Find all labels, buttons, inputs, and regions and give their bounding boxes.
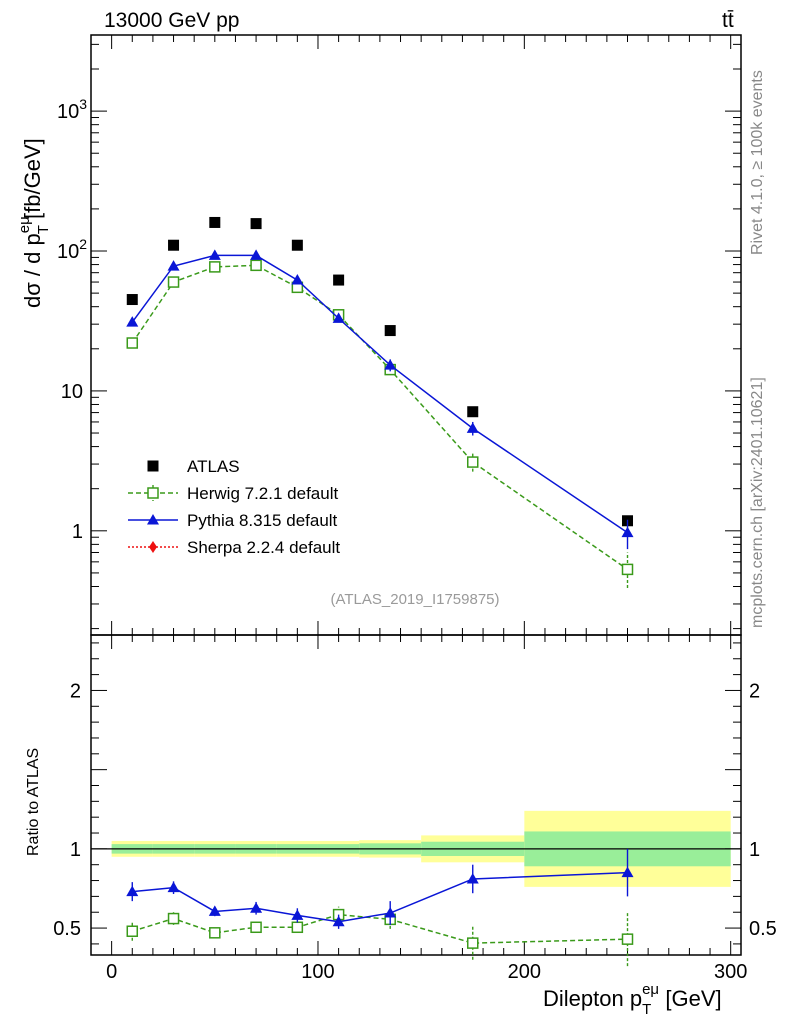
data-point-atlas [209,216,221,228]
ratio-point-herwig [291,921,304,934]
data-point-atlas [250,218,262,230]
header-left-text: 13000 GeV pp [104,9,239,32]
series-line-herwig [131,264,628,571]
ratio-y-tick-label: 1 [70,839,81,861]
ratio-y-tick-label: 2 [70,680,81,702]
ratio-point-herwig [126,925,139,937]
ratio-panel: 0 100 200 3000.5 0.51 12 2 [53,634,777,983]
mcplots-reference-text: mcplots.cern.ch [arXiv:2401.10621] [749,377,766,628]
y-tick-label-base: 10 [57,101,79,123]
data-point-herwig [167,276,180,288]
ratio-frame [90,634,742,956]
data-point-pythia [208,249,221,260]
main-y-axis-label: dσ / d peμ T [fb/GeV] [16,138,52,308]
data-point-pythia [466,422,479,433]
data-point-pythia [621,526,634,538]
ratio-point-pythia [332,915,345,927]
ratio-point-herwig [621,933,634,945]
data-point-herwig [250,259,262,272]
legend-marker [147,460,159,472]
ratio-point-herwig [167,912,180,925]
ratio-y-tick-label: 0.5 [53,918,81,940]
y-tick-label: 10 [61,381,83,403]
ratio-point-pythia [466,872,479,884]
data-point-atlas [467,406,479,418]
data-point-herwig [466,456,479,468]
ratio-point-pythia [208,905,221,916]
y-tick-label-exp: 3 [79,96,87,112]
data-point-atlas [384,325,396,337]
ratio-point-herwig [466,937,479,949]
ratio-point-pythia [621,866,634,878]
y-tick-label: 102 [57,236,87,263]
data-point-atlas [291,239,303,251]
legend-label: Sherpa 2.2.4 default [187,538,340,557]
ratio-point-herwig [250,921,262,934]
legend-marker [149,541,157,553]
header-right-text: tt̄ [722,9,734,32]
ratio-point-pythia [126,885,139,897]
ratio-point-pythia [291,909,304,920]
data-point-pythia [250,249,263,260]
x-tick-label: 300 [714,961,747,983]
ratio-point-herwig [209,927,221,939]
x-tick-label: 100 [301,961,334,983]
data-point-atlas [168,239,180,251]
ratio-point-pythia [250,902,263,913]
y-tick-label-exp: 2 [79,236,87,252]
ratio-y-tick-label-right: 1 [749,839,760,861]
y-tick-label: 103 [57,96,87,123]
data-point-atlas [333,274,345,286]
x-tick-label: 0 [106,961,117,983]
analysis-id-text: (ATLAS_2019_I1759875) [330,591,499,608]
ratio-point-pythia [384,907,397,918]
data-point-pythia [332,312,345,323]
legend-label: Pythia 8.315 default [187,511,338,530]
data-point-pythia [126,316,139,327]
legend: ATLAS Herwig 7.2.1 default Pythia 8.315 de… [128,457,340,557]
ratio-y-axis-label: Ratio to ATLAS [25,748,42,856]
legend-label: Herwig 7.2.1 default [187,484,338,503]
ratio-y-tick-label-right: 0.5 [749,918,777,940]
data-point-herwig [209,261,221,273]
x-axis-label: Dilepton peμ T [GeV] [543,981,722,1018]
data-point-pythia [384,359,397,370]
y-tick-label: 1 [72,521,83,543]
ratio-point-pythia [167,881,180,893]
legend-label: ATLAS [187,457,240,476]
rivet-version-text: Rivet 4.1.0, ≥ 100k events [749,70,766,255]
legend-marker [147,514,159,525]
ratio-y-tick-label-right: 2 [749,680,760,702]
data-point-herwig [126,337,139,349]
data-point-pythia [291,274,304,285]
data-point-atlas [126,294,138,306]
legend-marker [147,487,159,499]
data-point-herwig [621,563,634,576]
y-tick-label-base: 10 [57,241,79,263]
ratio-line-herwig [132,913,628,944]
x-tick-label: 200 [508,961,541,983]
data-point-pythia [167,260,180,271]
